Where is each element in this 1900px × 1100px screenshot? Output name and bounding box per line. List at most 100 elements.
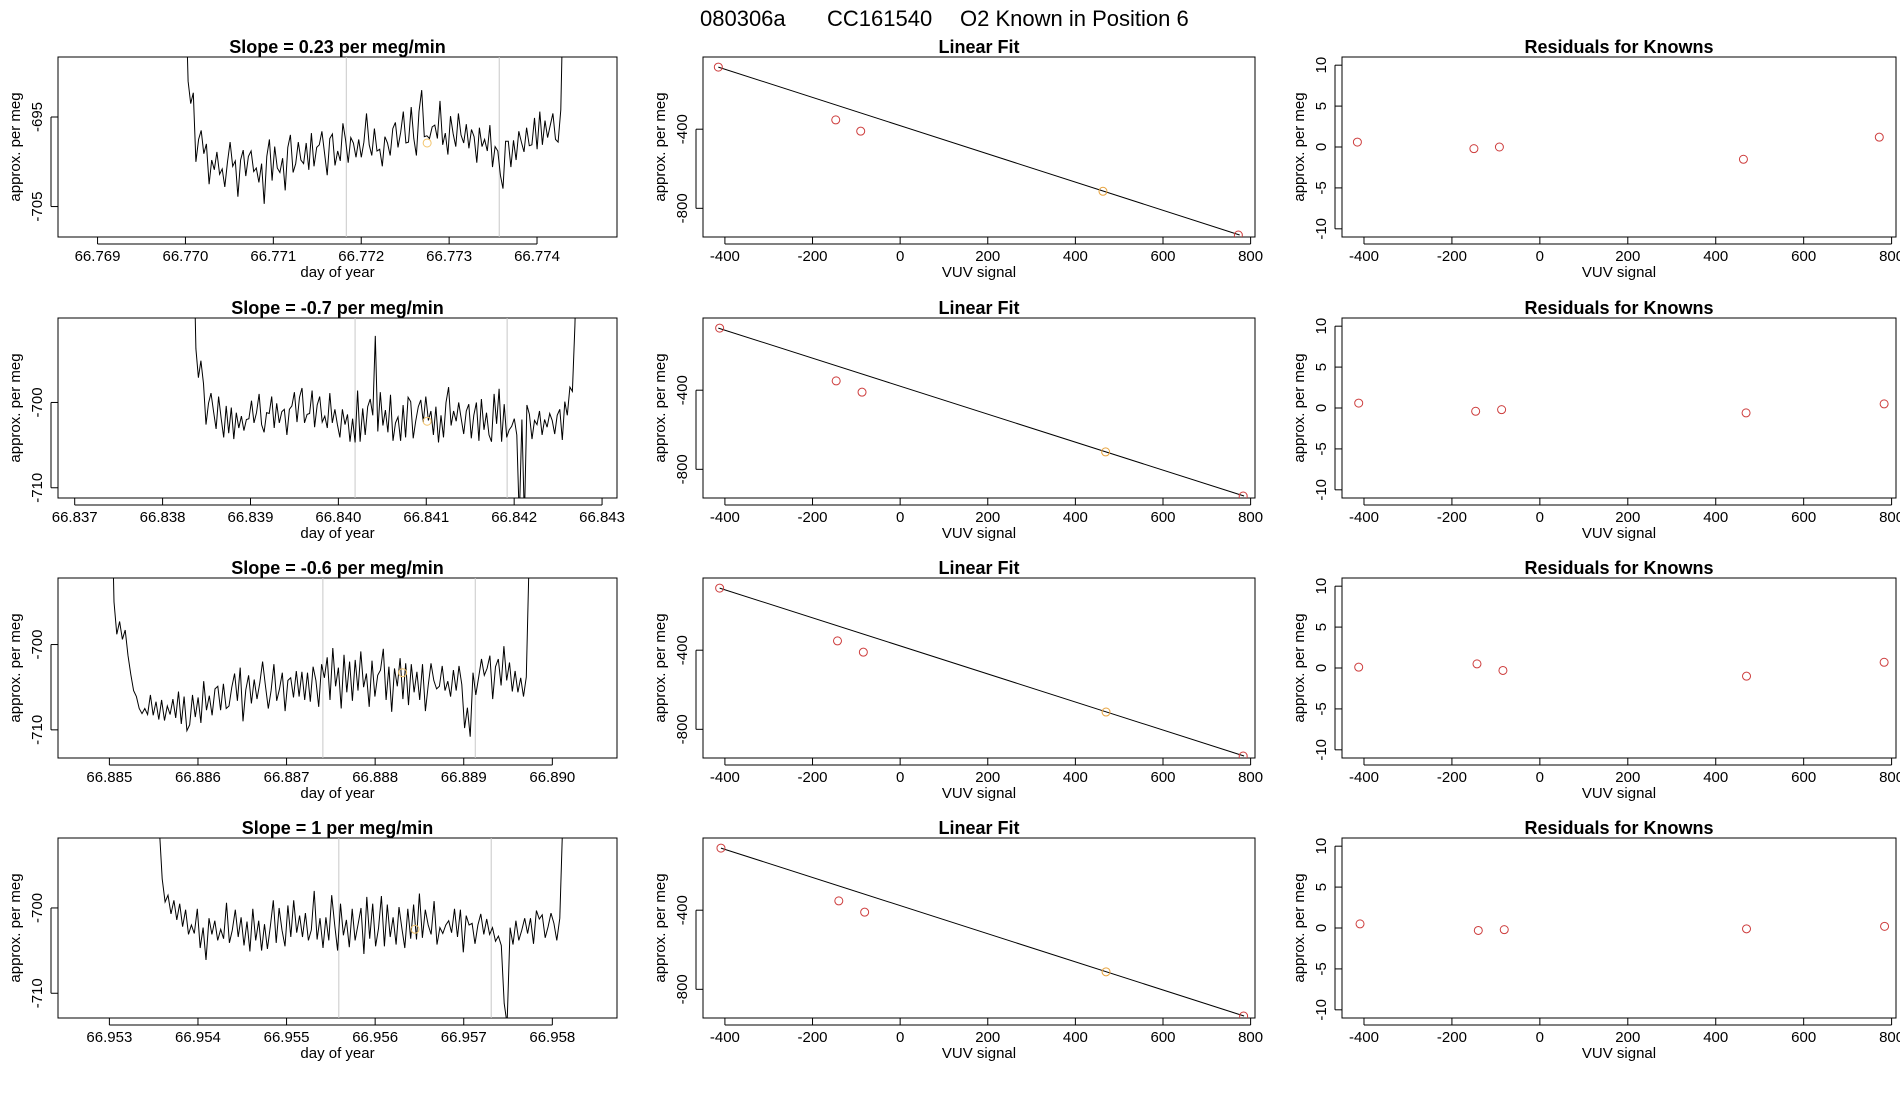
y-tick-label: -700 bbox=[29, 387, 46, 417]
y-tick-label: -400 bbox=[674, 895, 691, 925]
x-axis: -400 -200 0 200 400 600 800 VUV signal bbox=[710, 1018, 1263, 1062]
y-tick-label: -700 bbox=[29, 630, 46, 660]
y-tick-label: 5 bbox=[1313, 883, 1330, 891]
figure-title-run: 080306a bbox=[700, 6, 786, 31]
data-point bbox=[860, 907, 870, 917]
y-tick-label: -10 bbox=[1313, 218, 1330, 240]
x-tick-label: 66.957 bbox=[441, 1029, 487, 1046]
y-axis-label: approx. per meg bbox=[1291, 92, 1308, 201]
y-axis-label: approx. per meg bbox=[652, 353, 669, 462]
known-marker bbox=[398, 668, 408, 678]
x-tick-label: 200 bbox=[1615, 248, 1640, 265]
y-axis-label: approx. per meg bbox=[1291, 353, 1308, 462]
y-tick-label: -400 bbox=[674, 114, 691, 144]
panel-title: Linear Fit bbox=[938, 818, 1019, 838]
known-marker bbox=[422, 416, 432, 426]
x-tick-label: -400 bbox=[1349, 509, 1379, 526]
panel-title: Residuals for Knowns bbox=[1524, 558, 1713, 578]
y-tick-label: -800 bbox=[674, 714, 691, 744]
x-tick-label: -200 bbox=[798, 769, 828, 786]
x-axis-label: day of year bbox=[300, 264, 374, 281]
x-tick-label: 600 bbox=[1150, 769, 1175, 786]
data-point bbox=[715, 323, 725, 333]
known-marker bbox=[422, 138, 432, 148]
plot-frame bbox=[57, 837, 618, 1019]
x-tick-label: 800 bbox=[1879, 769, 1900, 786]
x-tick-label: 400 bbox=[1063, 769, 1088, 786]
x-tick-label: 66.885 bbox=[86, 769, 132, 786]
known-marker bbox=[410, 924, 420, 934]
x-axis-label: day of year bbox=[300, 785, 374, 802]
known-point bbox=[1101, 707, 1111, 717]
data-point bbox=[1471, 406, 1481, 416]
data-point bbox=[1497, 405, 1507, 415]
x-tick-label: 200 bbox=[1615, 509, 1640, 526]
fit-line bbox=[720, 847, 1245, 1017]
x-axis-label: VUV signal bbox=[942, 1045, 1016, 1062]
panel-title: Slope = 0.23 per meg/min bbox=[229, 37, 446, 57]
y-tick-label: 5 bbox=[1313, 623, 1330, 631]
x-tick-label: -200 bbox=[1437, 248, 1467, 265]
y-tick-label: -10 bbox=[1313, 479, 1330, 501]
y-tick-label: 10 bbox=[1313, 57, 1330, 74]
x-tick-label: 400 bbox=[1703, 769, 1728, 786]
data-point bbox=[715, 583, 725, 593]
y-axis: 10 5 0 -5 -10 approx. per meg bbox=[1291, 578, 1342, 761]
x-axis: -400 -200 0 200 400 600 800 VUV signal bbox=[710, 498, 1263, 542]
x-axis: -400 -200 0 200 400 600 800 VUV signal bbox=[1349, 237, 1900, 281]
series-line bbox=[194, 318, 576, 498]
x-tick-label: 400 bbox=[1063, 509, 1088, 526]
x-tick-label: -200 bbox=[798, 248, 828, 265]
y-axis-label: approx. per meg bbox=[652, 92, 669, 201]
x-axis-label: VUV signal bbox=[942, 525, 1016, 542]
x-tick-label: -400 bbox=[710, 248, 740, 265]
data-point bbox=[1354, 662, 1364, 672]
y-axis: -700 -710 approx. per meg bbox=[7, 613, 58, 745]
y-axis: 10 5 0 -5 -10 approx. per meg bbox=[1291, 838, 1342, 1021]
plot-frame bbox=[702, 56, 1256, 238]
x-tick-label: 66.840 bbox=[315, 509, 361, 526]
panel-title: Linear Fit bbox=[938, 558, 1019, 578]
x-tick-label: 66.770 bbox=[162, 248, 208, 265]
data-point bbox=[1499, 925, 1509, 935]
data-point bbox=[1239, 1011, 1249, 1018]
y-axis: -400 -800 approx. per meg bbox=[652, 92, 703, 223]
x-tick-label: 0 bbox=[896, 248, 904, 265]
x-tick-label: 800 bbox=[1238, 1029, 1263, 1046]
plot-frame bbox=[702, 837, 1256, 1019]
x-tick-label: 600 bbox=[1791, 1029, 1816, 1046]
x-tick-label: 66.841 bbox=[403, 509, 449, 526]
y-tick-label: -5 bbox=[1313, 442, 1330, 455]
y-tick-label: 5 bbox=[1313, 363, 1330, 371]
x-tick-label: -400 bbox=[1349, 769, 1379, 786]
data-point bbox=[1355, 919, 1365, 929]
y-axis: -400 -800 approx. per meg bbox=[652, 873, 703, 1004]
y-tick-label: -5 bbox=[1313, 702, 1330, 715]
figure-title-cylinder: CC161540 bbox=[827, 6, 932, 31]
y-tick-label: 0 bbox=[1313, 664, 1330, 672]
y-tick-label: -695 bbox=[29, 102, 46, 132]
data-point bbox=[858, 647, 868, 657]
x-tick-label: -400 bbox=[710, 509, 740, 526]
y-tick-label: -700 bbox=[29, 893, 46, 923]
x-tick-label: 200 bbox=[1615, 769, 1640, 786]
x-tick-label: 400 bbox=[1063, 248, 1088, 265]
data-point bbox=[1874, 132, 1884, 142]
data-point bbox=[1498, 665, 1508, 675]
x-tick-label: 0 bbox=[1536, 509, 1544, 526]
y-tick-label: -710 bbox=[29, 473, 46, 503]
x-axis: 66.769 66.770 66.771 66.772 66.773 66.774 day … bbox=[75, 237, 560, 281]
plot-area bbox=[159, 838, 563, 1018]
x-tick-label: 0 bbox=[896, 1029, 904, 1046]
series-line bbox=[159, 838, 563, 1018]
y-axis-label: approx. per meg bbox=[652, 873, 669, 982]
data-point bbox=[1473, 925, 1483, 935]
data-point bbox=[856, 126, 866, 136]
x-tick-label: -200 bbox=[1437, 769, 1467, 786]
x-tick-label: 66.839 bbox=[228, 509, 274, 526]
x-tick-label: -400 bbox=[710, 769, 740, 786]
data-point bbox=[831, 115, 841, 125]
